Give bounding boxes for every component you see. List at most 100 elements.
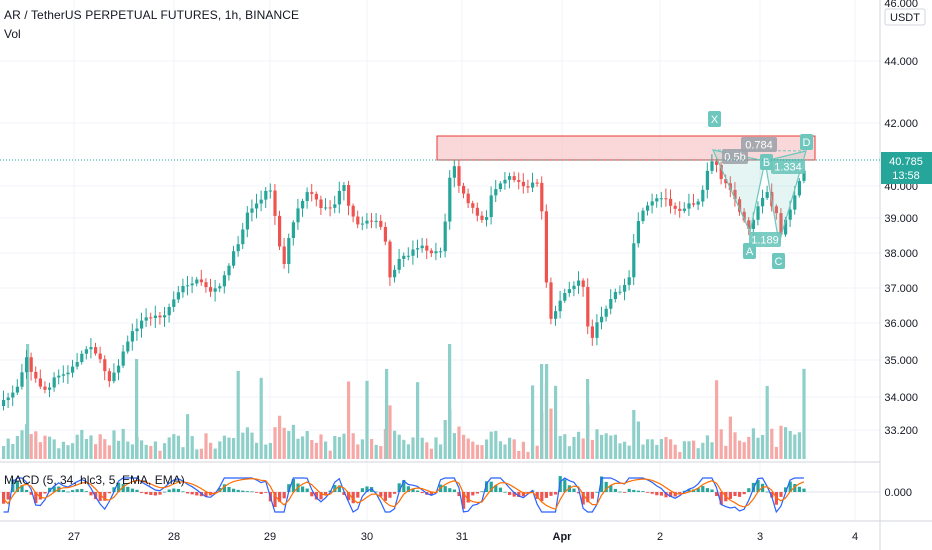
candle-body xyxy=(512,176,516,181)
volume-bar xyxy=(218,441,222,459)
candle-body xyxy=(567,289,571,294)
candle-body xyxy=(471,203,475,208)
candle-body xyxy=(190,283,194,286)
volume-bar xyxy=(715,380,719,459)
candle-body xyxy=(420,245,424,249)
macd-histogram-bar xyxy=(278,492,282,502)
volume-bar xyxy=(2,446,6,459)
candle-body xyxy=(218,286,222,289)
volume-bar xyxy=(190,436,194,459)
candle-body xyxy=(236,244,240,252)
volume-bar xyxy=(140,440,144,459)
volume-bar xyxy=(388,405,392,459)
candle-body xyxy=(181,286,185,293)
candle-body xyxy=(659,198,663,200)
volume-bar xyxy=(650,439,654,459)
candle-body xyxy=(227,265,231,276)
x-tick-label: 3 xyxy=(757,531,763,543)
macd-histogram-bar xyxy=(397,483,401,492)
x-tick-label: Apr xyxy=(553,531,573,543)
pattern-point-label: D xyxy=(803,137,811,149)
candle-body xyxy=(715,161,719,165)
candle-body xyxy=(273,190,277,216)
candle-body xyxy=(485,217,489,220)
candle-body xyxy=(756,206,760,220)
candle-body xyxy=(232,251,236,266)
candlesticks xyxy=(2,154,806,411)
volume-bar xyxy=(646,439,650,459)
candle-body xyxy=(632,243,636,278)
macd-histogram-bar xyxy=(356,492,360,498)
volume-bar xyxy=(498,441,502,459)
currency-label: USDT xyxy=(890,12,920,24)
y-tick-label: 33.200 xyxy=(884,425,918,437)
macd-histogram-bar xyxy=(236,489,240,492)
volume-bar xyxy=(535,445,539,459)
macd-histogram-bar xyxy=(301,486,305,492)
candle-body xyxy=(11,392,15,398)
macd-histogram-bar xyxy=(761,483,765,492)
volume-bar xyxy=(402,439,406,459)
macd-histogram-bar xyxy=(728,492,732,499)
macd-histogram-bar xyxy=(457,492,461,497)
candle-body xyxy=(121,351,125,366)
candle-body xyxy=(6,397,10,401)
volume-bar xyxy=(701,442,705,459)
candle-body xyxy=(526,186,530,188)
candle-body xyxy=(669,198,673,206)
macd-histogram-bar xyxy=(11,479,15,492)
macd-histogram-bar xyxy=(342,492,346,496)
y-tick-label: 46.000 xyxy=(884,0,918,10)
macd-histogram-bar xyxy=(98,492,102,501)
volume-bar xyxy=(98,434,102,459)
candle-body xyxy=(305,192,309,202)
macd-pane: 0.000 xyxy=(0,476,912,514)
macd-histogram-bar xyxy=(604,481,608,492)
candle-body xyxy=(195,279,199,284)
macd-histogram-bar xyxy=(521,492,525,497)
volume-bar xyxy=(356,444,360,459)
candle-body xyxy=(517,180,521,182)
volume-bar xyxy=(604,433,608,459)
volume-bar xyxy=(144,444,148,459)
macd-histogram-bar xyxy=(544,492,548,498)
volume-bar xyxy=(393,430,397,459)
macd-histogram-bar xyxy=(719,492,723,505)
macd-histogram-bar xyxy=(503,491,507,493)
volume-bar xyxy=(328,450,332,459)
candle-body xyxy=(167,306,171,316)
macd-histogram-bar xyxy=(158,492,162,495)
candle-body xyxy=(282,246,286,264)
volume-bar xyxy=(636,421,640,459)
volume-bar xyxy=(29,434,33,459)
volume-bar xyxy=(259,377,263,459)
volume-bar xyxy=(687,441,691,459)
candle-body xyxy=(508,176,512,180)
volume-bar xyxy=(581,438,585,459)
candle-body xyxy=(779,213,783,235)
volume-bar xyxy=(351,433,355,459)
volume-bar xyxy=(370,439,374,459)
volume-bar xyxy=(613,434,617,459)
candle-body xyxy=(75,362,79,367)
macd-histogram-bar xyxy=(784,487,788,492)
macd-histogram-bar xyxy=(273,492,277,508)
candle-body xyxy=(34,371,38,379)
volume-bar xyxy=(222,435,226,459)
signal-line xyxy=(3,477,805,510)
volume-bar xyxy=(641,444,645,459)
volume-bar xyxy=(43,435,47,459)
candle-body xyxy=(356,216,360,225)
volume-bar xyxy=(572,436,576,459)
x-tick-label: 29 xyxy=(264,531,276,543)
volume-bar xyxy=(11,444,15,459)
macd-histogram-bar xyxy=(103,492,107,501)
volume-bar xyxy=(314,442,318,459)
macd-histogram-bar xyxy=(756,479,760,492)
candle-body xyxy=(89,347,93,350)
candle-body xyxy=(784,219,788,235)
volume-bar xyxy=(360,439,364,459)
